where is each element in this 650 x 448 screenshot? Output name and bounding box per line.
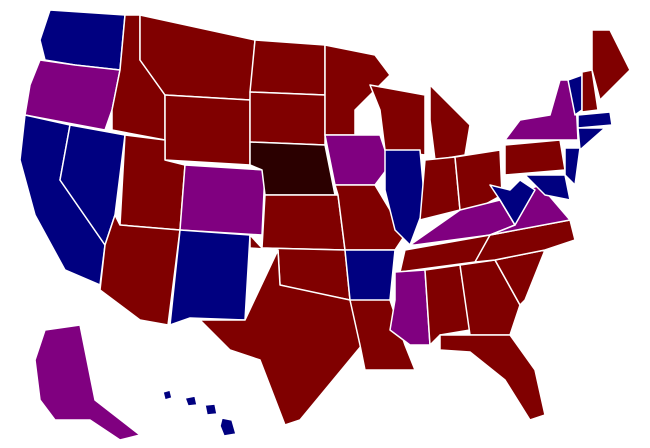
state: [429, 84, 471, 161]
state: [581, 69, 599, 113]
state: [184, 395, 198, 407]
state: [39, 9, 126, 71]
state: [24, 59, 121, 131]
state: [219, 417, 237, 437]
state: [34, 324, 141, 441]
state: [344, 249, 396, 306]
state: [504, 139, 566, 176]
state: [199, 249, 363, 426]
state: [249, 91, 326, 146]
state: [99, 214, 181, 326]
state: [439, 334, 546, 421]
state: [324, 134, 391, 186]
state: [591, 29, 631, 101]
state: [419, 156, 461, 221]
state: [204, 403, 218, 416]
state: [524, 174, 571, 201]
state: [164, 94, 251, 166]
state: [261, 194, 346, 251]
state: [504, 79, 579, 141]
state: [489, 179, 536, 226]
state: [249, 39, 326, 96]
state: [424, 264, 471, 346]
state: [179, 164, 266, 236]
state: [169, 229, 251, 326]
state: [564, 147, 581, 186]
state: [349, 299, 416, 371]
state: [577, 111, 613, 129]
state: [162, 389, 173, 401]
state: [389, 269, 431, 346]
state: [577, 127, 606, 151]
